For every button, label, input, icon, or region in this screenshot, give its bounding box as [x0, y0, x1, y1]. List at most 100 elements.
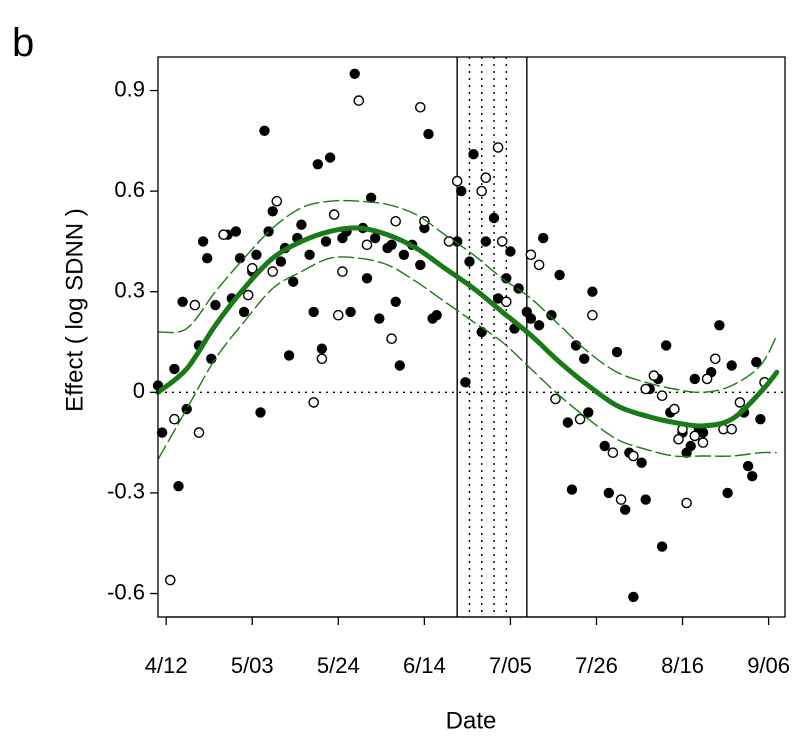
data-point-open: [492, 142, 504, 153]
data-point-filled: [234, 253, 246, 264]
data-point-filled: [620, 504, 631, 515]
x-tick-label: 9/06: [747, 653, 790, 678]
data-point-filled: [661, 340, 672, 351]
data-point-filled: [636, 457, 647, 468]
data-point-filled: [656, 541, 668, 552]
data-point-filled: [579, 353, 590, 364]
data-point-open: [656, 390, 668, 402]
data-point-open: [496, 236, 508, 247]
data-point-filled: [349, 68, 360, 80]
fit-curve-line: [155, 225, 780, 429]
data-point-open: [316, 353, 328, 365]
data-point-filled: [456, 185, 467, 197]
data-point-filled: [566, 484, 578, 495]
y-tick-label: -0.3: [107, 479, 145, 504]
data-point-filled: [390, 296, 401, 307]
data-point-filled: [361, 273, 373, 284]
data-point-filled: [587, 286, 598, 297]
data-point-open: [480, 172, 492, 183]
ci-upper-line: [157, 199, 778, 394]
data-point-filled: [169, 363, 180, 375]
data-point-filled: [488, 212, 500, 224]
data-point-filled: [714, 320, 725, 331]
x-tick-label: 7/05: [489, 653, 532, 678]
data-point-open: [550, 393, 561, 405]
data-point-open: [193, 427, 205, 438]
data-point-open: [500, 296, 512, 308]
data-point-filled: [296, 219, 307, 230]
data-point-open: [726, 423, 738, 435]
data-point-open: [332, 309, 344, 321]
data-point-open: [419, 215, 430, 227]
ci-lower-line: [157, 256, 777, 460]
data-point-filled: [308, 306, 319, 318]
y-tick-label: 0.6: [114, 177, 145, 202]
data-point-filled: [312, 159, 323, 170]
data-point-filled: [398, 249, 410, 260]
data-point-open: [587, 309, 598, 321]
data-point-open: [615, 494, 627, 505]
data-point-filled: [697, 427, 709, 438]
data-point-filled: [288, 276, 299, 287]
data-point-open: [271, 195, 283, 207]
data-point-open: [451, 175, 463, 187]
data-point-filled: [603, 487, 614, 499]
x-tick-label: 7/26: [575, 653, 618, 678]
data-point-open: [669, 403, 680, 415]
data-point-open: [710, 353, 721, 365]
data-point-open: [648, 370, 660, 381]
data-point-filled: [320, 236, 332, 247]
data-point-filled: [525, 313, 537, 324]
x-tick-label: 4/12: [145, 653, 188, 678]
data-point-filled: [275, 256, 287, 267]
data-point-filled: [554, 269, 565, 281]
data-point-open: [386, 333, 397, 345]
data-point-open: [390, 215, 402, 227]
data-point-filled: [173, 481, 184, 492]
plot-area: [152, 56, 786, 618]
data-point-filled: [365, 192, 377, 203]
data-point-filled: [583, 407, 594, 418]
data-point-filled: [480, 236, 491, 247]
panel-letter: b: [12, 21, 34, 65]
data-point-filled: [177, 296, 188, 307]
data-point-filled: [755, 414, 766, 425]
data-point-filled: [460, 377, 471, 388]
data-point-filled: [452, 236, 463, 247]
data-point-filled: [562, 417, 573, 428]
data-point-filled: [386, 239, 397, 250]
data-point-filled: [202, 253, 213, 264]
data-point-filled: [156, 427, 168, 438]
data-point-filled: [464, 256, 475, 267]
data-point-open: [476, 185, 488, 197]
data-point-open: [697, 437, 709, 448]
data-point-filled: [751, 356, 762, 368]
data-point-open: [628, 450, 639, 462]
data-point-open: [337, 266, 348, 277]
data-point-filled: [394, 360, 405, 371]
data-point-filled: [316, 343, 328, 354]
data-point-filled: [238, 306, 250, 318]
data-point-filled: [468, 149, 479, 160]
data-point-filled: [255, 407, 266, 418]
x-axis-title: Date: [446, 707, 497, 734]
data-point-open: [734, 397, 746, 408]
y-axis-title: Effect ( log SDNN ): [61, 208, 88, 412]
data-point-filled: [197, 236, 209, 247]
data-point-filled: [689, 373, 700, 385]
data-point-filled: [685, 440, 696, 452]
data-point-filled: [374, 313, 385, 324]
data-point-filled: [259, 125, 270, 136]
data-point-open: [164, 574, 176, 586]
data-point-open: [242, 289, 254, 301]
data-point-open: [673, 433, 684, 445]
data-point-open: [640, 383, 652, 395]
y-axis: -0.6 -0.3 0 0.3 0.6 0.9: [107, 76, 158, 604]
data-point-filled: [722, 487, 733, 499]
data-point-open: [574, 413, 586, 425]
data-point-filled: [210, 299, 221, 311]
plot-frame: [157, 56, 786, 618]
data-point-filled: [538, 232, 549, 244]
data-point-open: [189, 299, 201, 311]
data-point-open: [689, 430, 701, 442]
